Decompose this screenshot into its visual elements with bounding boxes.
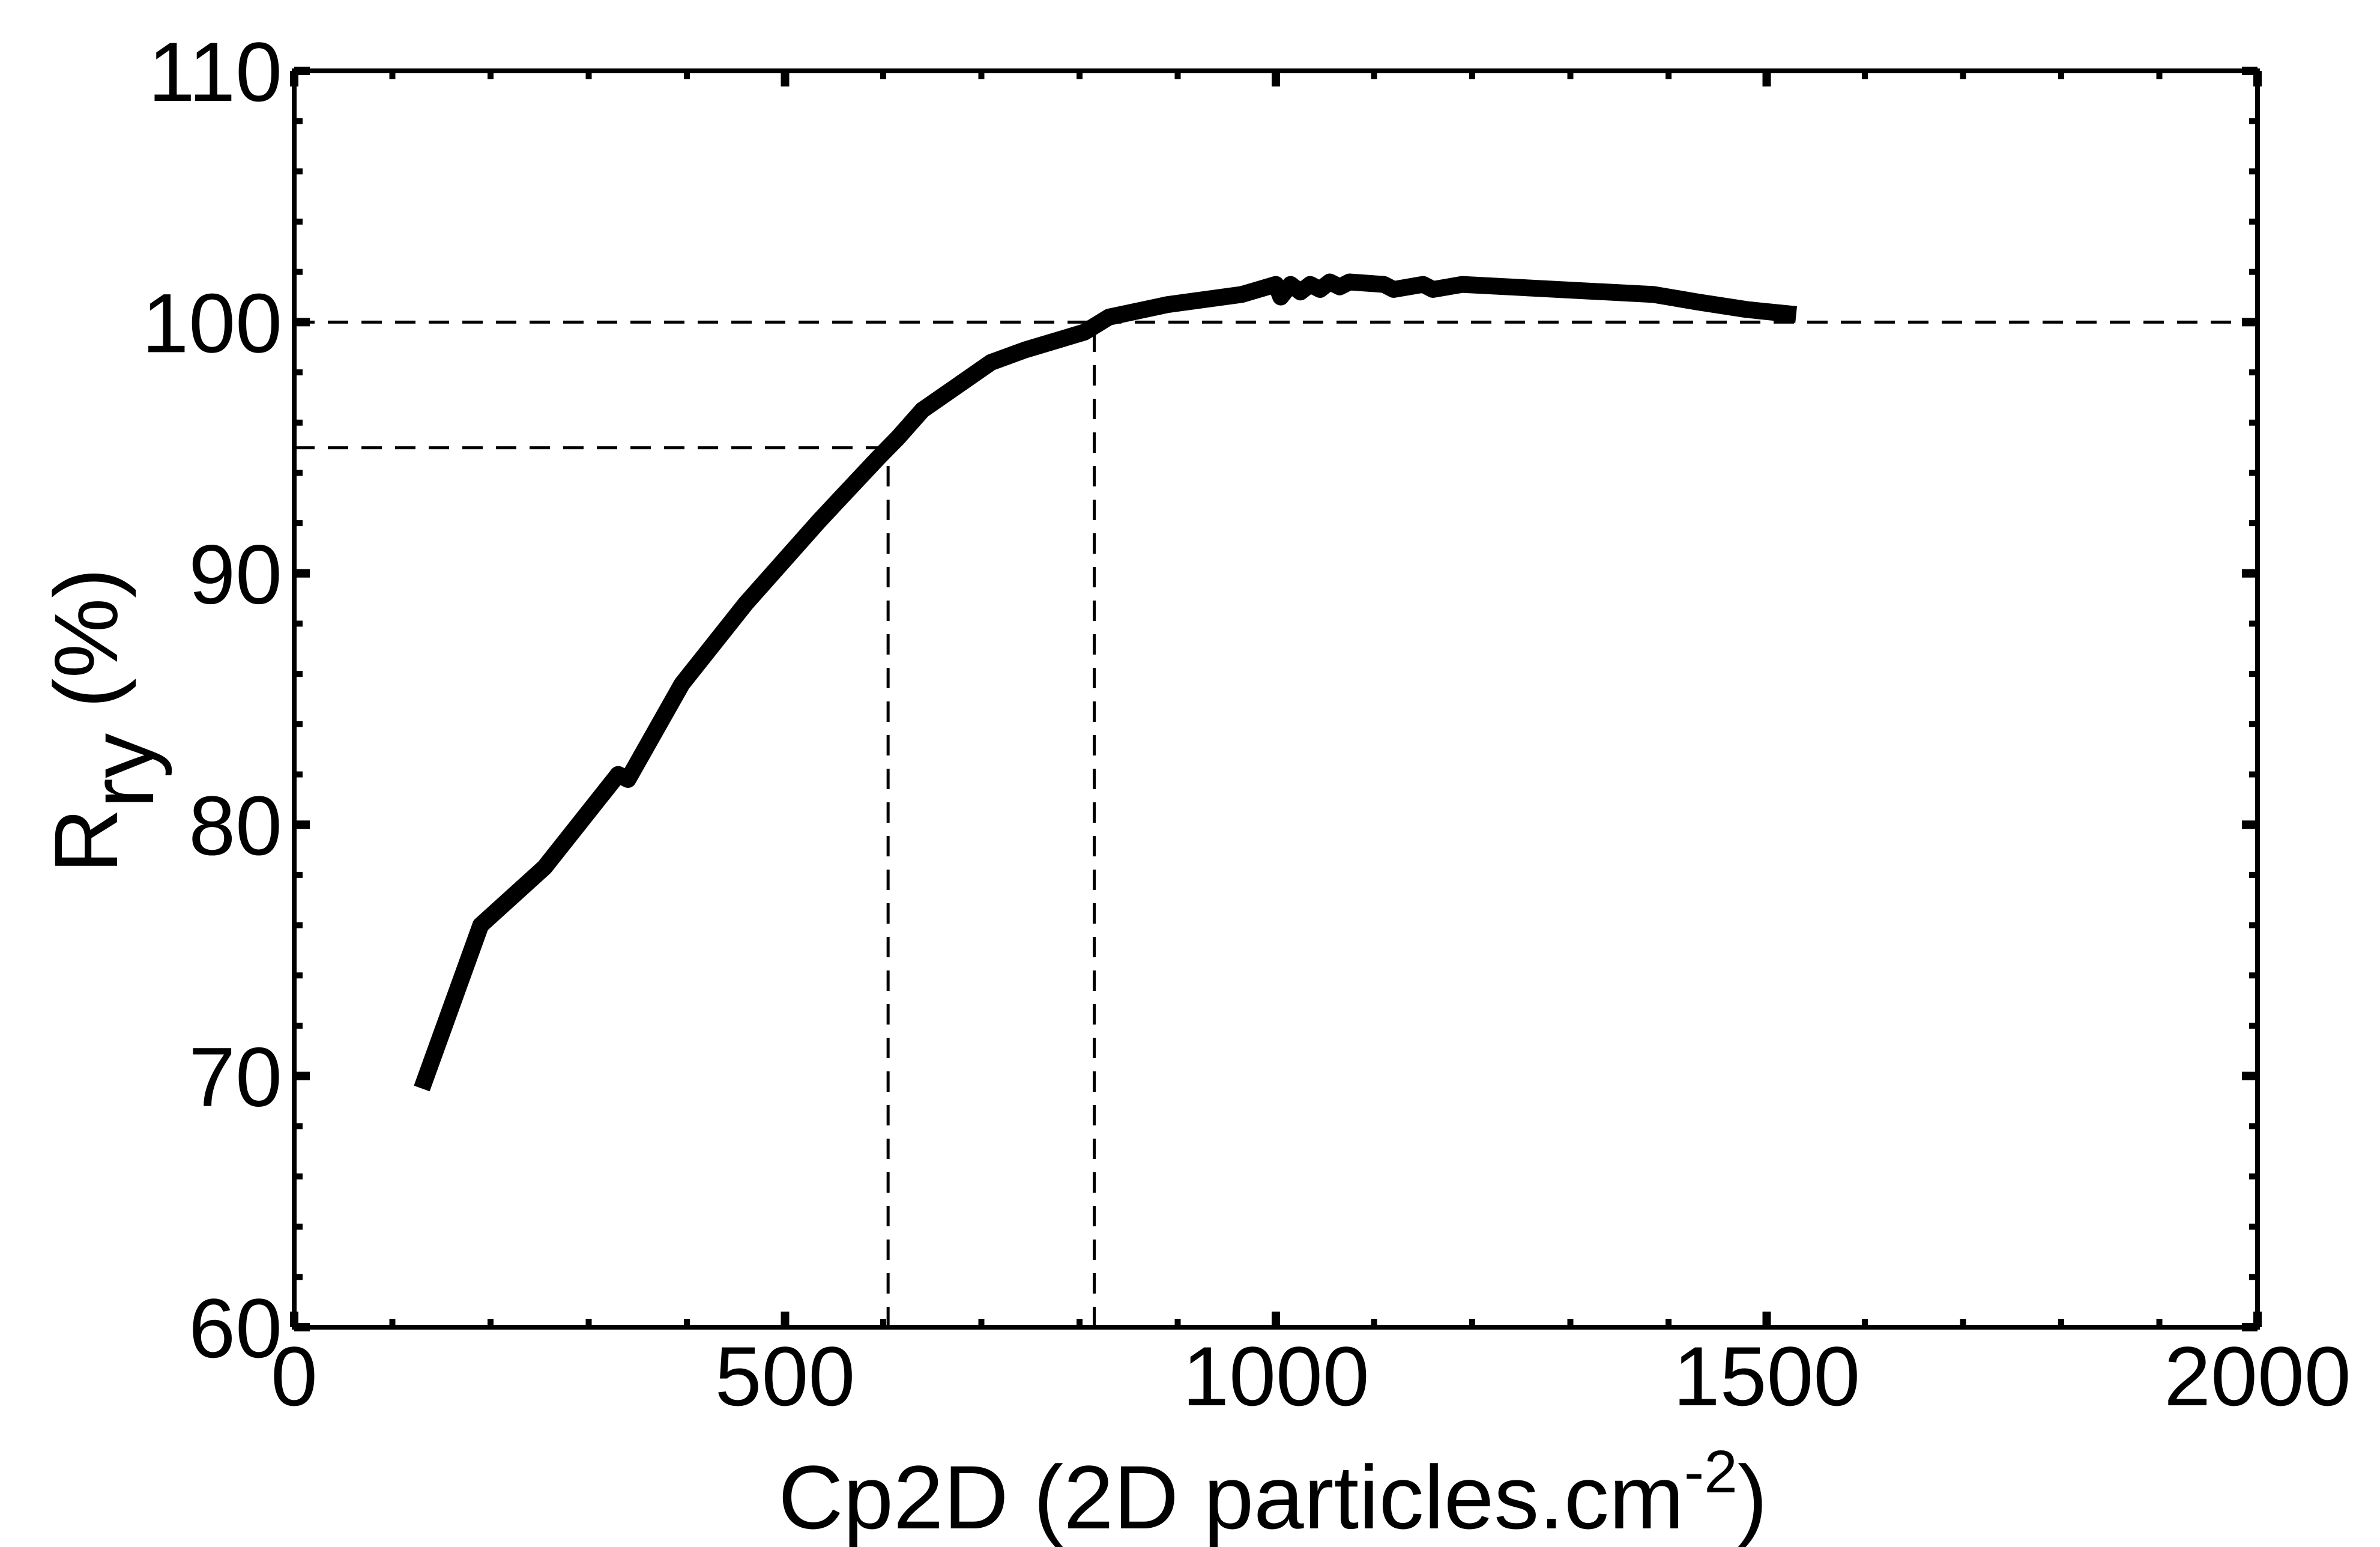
- axis-ticks: [290, 67, 2262, 1331]
- plot-frame: [292, 68, 2260, 1330]
- x-axis-title-superscript: -2: [1684, 1438, 1738, 1506]
- reference-lines: [294, 320, 2258, 1327]
- y-axis-title-subscript: ry: [71, 733, 172, 808]
- y-tick-label: 70: [189, 1030, 282, 1124]
- x-axis-title: Cp2D (2D particles.cm-2): [778, 1438, 1768, 1547]
- y-axis-title: Rry (%): [35, 568, 172, 873]
- x-tick-label: 2000: [2164, 1329, 2351, 1423]
- x-tick-label: 500: [715, 1329, 856, 1423]
- x-tick-label: 1500: [1673, 1329, 1860, 1423]
- y-tick-label: 90: [189, 527, 282, 622]
- x-tick-labels: 0 500 1000 1500 2000: [271, 1329, 2351, 1423]
- x-tick-label: 1000: [1182, 1329, 1369, 1423]
- y-tick-label: 60: [189, 1281, 282, 1375]
- data-series: [414, 273, 1798, 1092]
- x-tick-label: 0: [271, 1329, 318, 1423]
- y-tick-label: 100: [142, 276, 282, 370]
- y-tick-label: 80: [189, 778, 282, 873]
- y-axis-title-end: (%): [35, 568, 136, 733]
- y-tick-label: 110: [148, 25, 282, 119]
- x-axis-title-end: ): [1738, 1447, 1768, 1547]
- series-line: [414, 273, 1798, 1092]
- y-tick-labels: 60 70 80 90 100 110: [142, 25, 282, 1375]
